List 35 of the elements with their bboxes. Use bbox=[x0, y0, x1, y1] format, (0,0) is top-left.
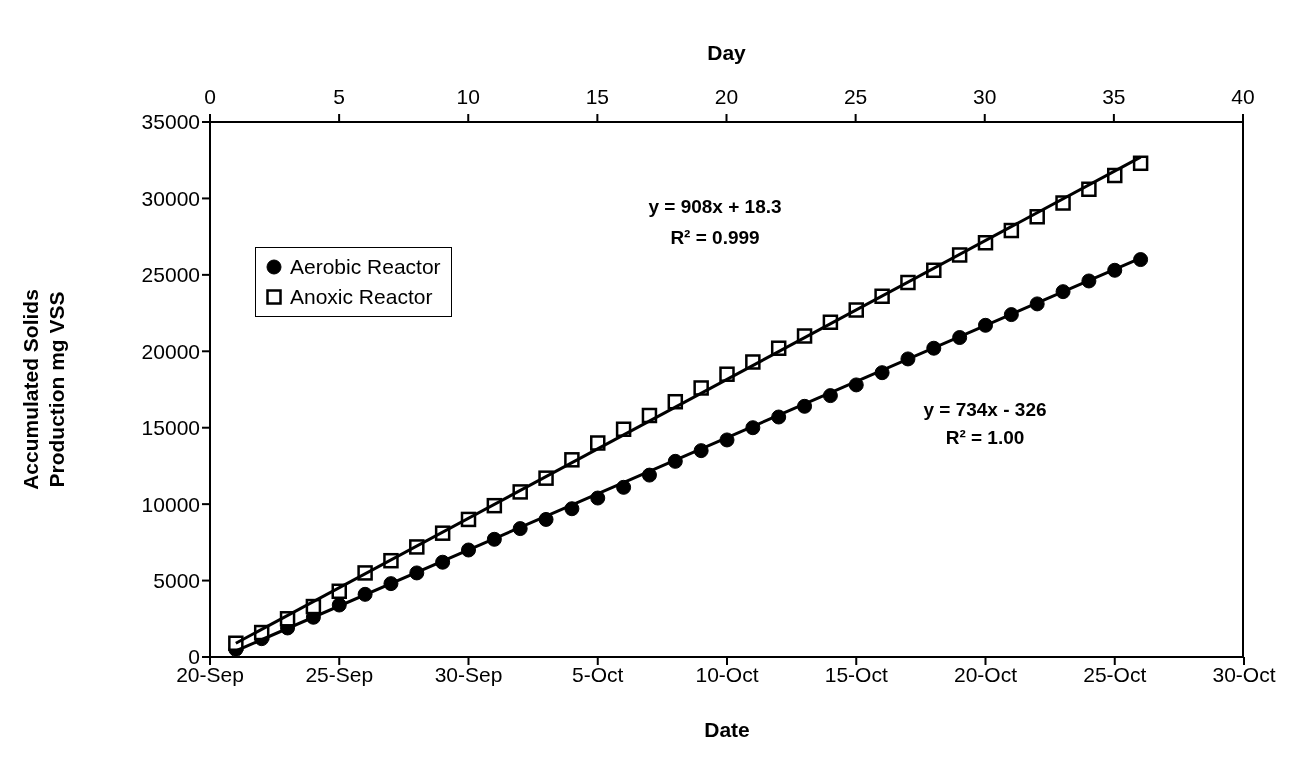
x2-tick-label: 15 bbox=[585, 85, 610, 108]
annotation: y = 908x + 18.3 bbox=[648, 196, 782, 217]
x2-tick-label: 40 bbox=[1231, 85, 1255, 108]
x2-tick-label: 25 bbox=[843, 85, 868, 108]
y-tick-label: 35000 bbox=[141, 110, 200, 134]
x-tick-label: 25-Oct bbox=[1083, 662, 1147, 686]
y-tick-label: 5000 bbox=[153, 569, 200, 593]
y-axis-title: Accumulated Solids Production mg VSS bbox=[19, 289, 68, 490]
x-tick-label: 30-Sep bbox=[434, 662, 503, 686]
y-tick-label: 15000 bbox=[141, 416, 200, 440]
x-tick-label: 5-Oct bbox=[572, 662, 624, 686]
x2-tick-label: 20 bbox=[714, 85, 739, 108]
x2-tick-label: 30 bbox=[973, 85, 997, 108]
annotation: y = 734x - 326 bbox=[923, 399, 1047, 420]
x2-tick-label: 35 bbox=[1102, 85, 1126, 108]
x-tick-label: 10-Oct bbox=[695, 662, 759, 686]
x2-tick-label: 5 bbox=[333, 85, 345, 108]
y-tick-label: 10000 bbox=[141, 492, 200, 516]
x2-tick-label: 10 bbox=[456, 85, 480, 108]
x2-axis-title: Day bbox=[707, 41, 747, 64]
y-tick-label: 20000 bbox=[141, 339, 200, 363]
x-tick-label: 25-Sep bbox=[305, 662, 374, 686]
x-tick-label: 30-Oct bbox=[1212, 662, 1276, 686]
x2-tick-label: 0 bbox=[204, 85, 216, 108]
x-axis-title: Date bbox=[704, 718, 750, 741]
y-tick-label: 30000 bbox=[141, 186, 200, 210]
annotation: R² = 0.999 bbox=[670, 227, 760, 248]
x-tick-label: 15-Oct bbox=[824, 662, 888, 686]
y-tick-label: 0 bbox=[188, 645, 200, 669]
legend-label: Aerobic Reactor bbox=[290, 254, 441, 280]
annotation: R² = 1.00 bbox=[945, 427, 1025, 448]
legend-label: Anoxic Reactor bbox=[290, 284, 433, 310]
x-tick-label: 20-Oct bbox=[953, 662, 1018, 686]
point bbox=[1133, 252, 1149, 268]
y-tick-label: 25000 bbox=[141, 263, 200, 287]
